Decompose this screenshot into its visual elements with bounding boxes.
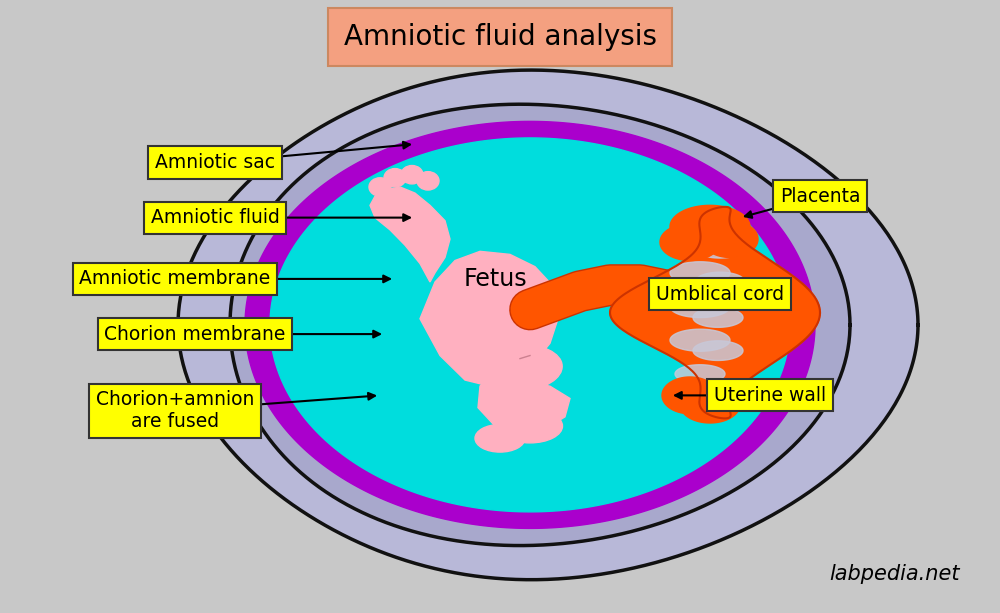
Polygon shape [693,308,743,327]
Ellipse shape [475,425,525,452]
Polygon shape [660,224,720,261]
Polygon shape [695,238,745,258]
Polygon shape [670,295,730,318]
Polygon shape [675,365,725,383]
Text: Umblical cord: Umblical cord [656,285,784,303]
Polygon shape [702,221,758,257]
Text: Amniotic membrane: Amniotic membrane [79,270,271,288]
Text: Fetus: Fetus [463,267,527,291]
Ellipse shape [369,178,391,196]
Text: Placenta: Placenta [780,187,860,205]
Text: labpedia.net: labpedia.net [830,563,960,584]
Polygon shape [693,341,743,360]
Text: Uterine wall: Uterine wall [714,386,826,405]
Polygon shape [245,121,815,528]
Ellipse shape [401,166,423,184]
Polygon shape [695,272,745,292]
Polygon shape [670,205,750,248]
Polygon shape [662,377,718,414]
Text: Chorion+amnion
are fused: Chorion+amnion are fused [96,390,254,431]
Polygon shape [478,374,570,432]
Polygon shape [670,228,730,250]
Ellipse shape [384,169,406,187]
Ellipse shape [498,409,562,443]
Text: Amniotic fluid analysis: Amniotic fluid analysis [344,23,656,51]
Ellipse shape [478,345,562,391]
Polygon shape [610,207,820,419]
Polygon shape [680,386,740,423]
Polygon shape [670,262,730,284]
Polygon shape [670,329,730,351]
Text: Amniotic sac: Amniotic sac [155,153,275,172]
Polygon shape [370,187,450,282]
Text: Amniotic fluid: Amniotic fluid [151,208,279,227]
Polygon shape [178,70,918,580]
Polygon shape [230,104,850,546]
Polygon shape [270,138,790,512]
Text: Chorion membrane: Chorion membrane [104,325,286,343]
Polygon shape [420,251,560,386]
Ellipse shape [417,172,439,190]
